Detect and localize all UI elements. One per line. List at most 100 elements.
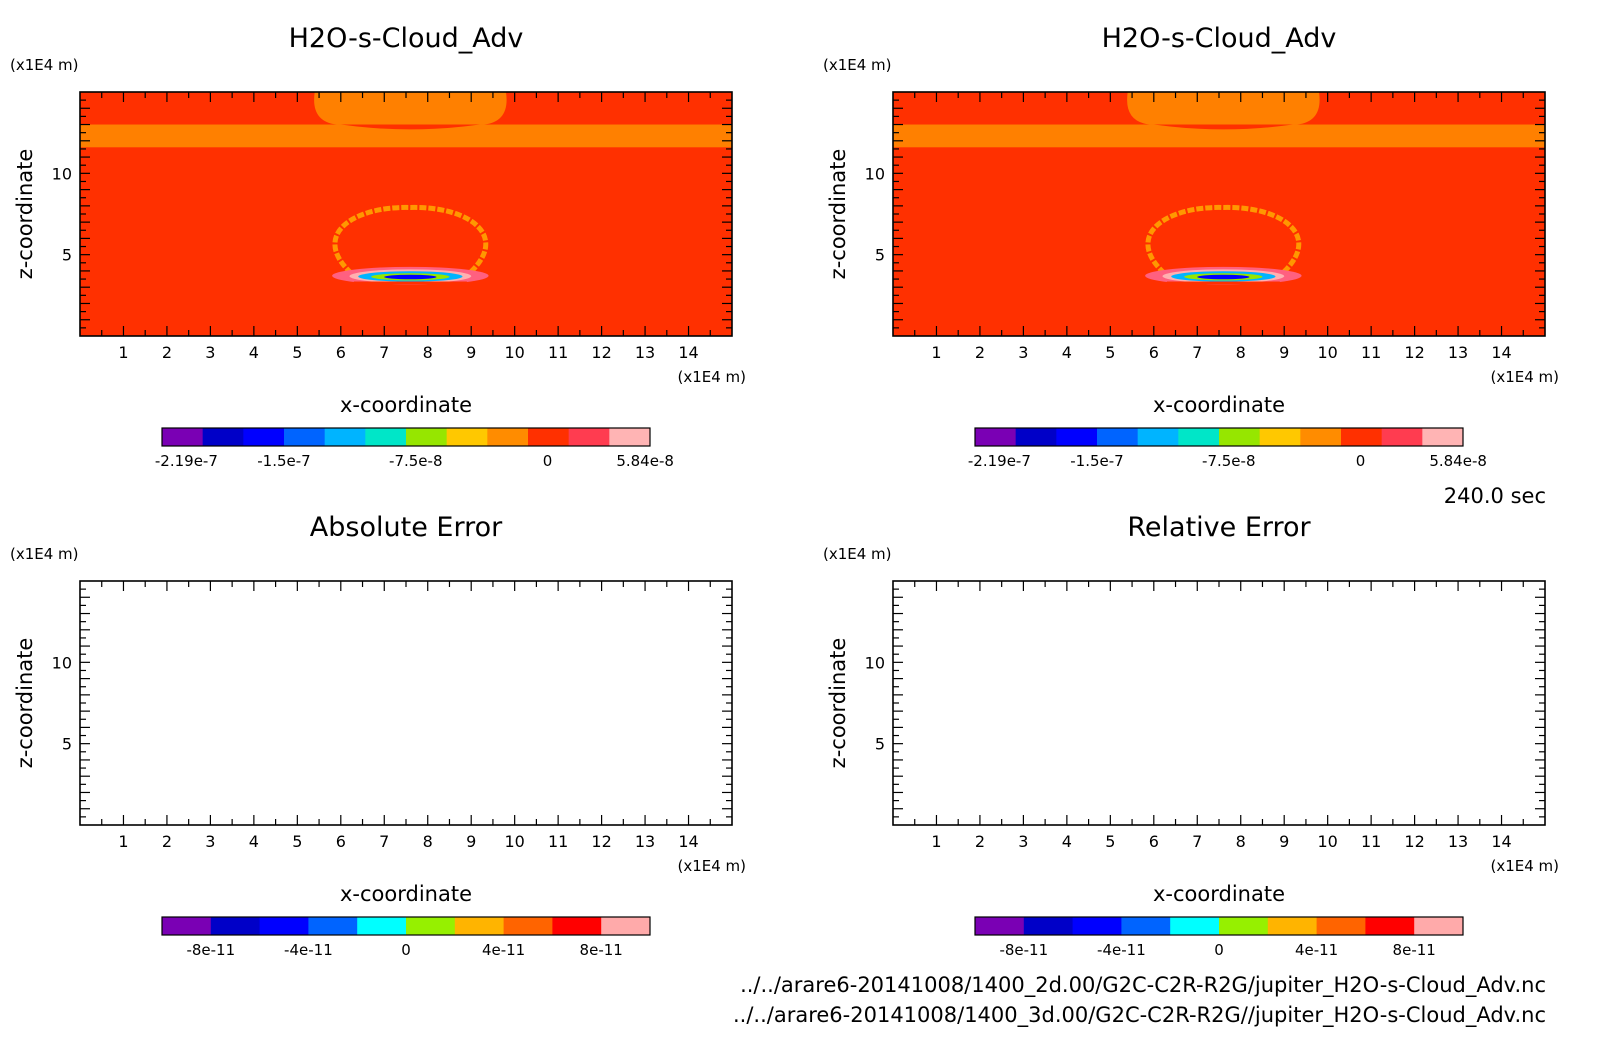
colorbar: -2.19e-7 -1.5e-7 -7.5e-8 0 5.84e-8 xyxy=(155,427,674,470)
colorbar-swatch xyxy=(357,917,407,935)
cloud-band-dip xyxy=(340,124,480,130)
colorbar-swatch xyxy=(1259,428,1301,446)
colorbar-label: 0 xyxy=(1356,452,1366,470)
y-unit-label: (x1E4 m) xyxy=(10,56,79,74)
contour-ring xyxy=(332,204,489,282)
colorbar-label: 5.84e-8 xyxy=(1429,452,1487,470)
colorbar-swatch xyxy=(1267,917,1318,935)
y-axis-label: z-coordinate xyxy=(13,149,37,280)
x-tick-label: 3 xyxy=(1018,343,1028,362)
x-tick-label: 5 xyxy=(292,832,302,851)
colorbar: -8e-11 -4e-11 0 4e-11 8e-11 xyxy=(974,916,1464,959)
colorbar: -8e-11 -4e-11 0 4e-11 8e-11 xyxy=(161,916,651,959)
x-tick-label: 1 xyxy=(931,832,941,851)
y-axis: 5 10 z-coordinate xyxy=(13,588,732,818)
colorbar-swatch xyxy=(365,428,407,446)
colorbar-swatch xyxy=(1422,428,1464,446)
y-tick-label: 10 xyxy=(52,653,72,672)
cloud-dome xyxy=(314,92,507,125)
x-tick-label: 10 xyxy=(1317,343,1337,362)
x-tick-label: 8 xyxy=(423,832,433,851)
colorbar-swatch xyxy=(568,428,610,446)
x-tick-label: 2 xyxy=(975,832,985,851)
x-tick-label: 4 xyxy=(249,343,259,362)
y-unit-label: (x1E4 m) xyxy=(823,56,892,74)
x-tick-label: 14 xyxy=(678,343,698,362)
y-axis-label: z-coordinate xyxy=(826,638,850,769)
colorbar-label: -4e-11 xyxy=(284,941,333,959)
colorbar-label: 8e-11 xyxy=(580,941,623,959)
plot-frame xyxy=(892,580,1546,826)
x-tick-label: 6 xyxy=(336,343,346,362)
x-unit-label: (x1E4 m) xyxy=(677,857,746,875)
colorbar-label: -4e-11 xyxy=(1097,941,1146,959)
y-axis-label: z-coordinate xyxy=(826,149,850,280)
x-tick-label: 7 xyxy=(379,832,389,851)
x-tick-label: 1 xyxy=(118,343,128,362)
colorbar-swatch xyxy=(162,428,204,446)
cloud-band xyxy=(80,124,732,148)
x-tick-label: 13 xyxy=(1448,832,1468,851)
x-tick-label: 9 xyxy=(1279,832,1289,851)
colorbar-swatch xyxy=(552,917,602,935)
colorbar-swatch xyxy=(210,917,261,935)
x-tick-label: 14 xyxy=(678,832,698,851)
colorbar-swatch xyxy=(162,917,212,935)
y-tick-label: 5 xyxy=(875,735,885,754)
x-tick-label: 11 xyxy=(548,343,568,362)
anomaly-base xyxy=(353,281,467,285)
chart-panel-4: Relative Error(x1E4 m)1 2 3 4 5 6 7 8 9 10 11 12 13 1… xyxy=(823,512,1559,959)
colorbar-swatch xyxy=(308,917,358,935)
y-tick-label: 5 xyxy=(62,246,72,265)
y-tick-label: 5 xyxy=(875,246,885,265)
x-tick-label: 10 xyxy=(504,832,524,851)
x-axis-label: x-coordinate xyxy=(340,882,472,906)
colorbar-swatch xyxy=(259,917,309,935)
x-tick-label: 14 xyxy=(1491,832,1511,851)
colorbar-swatch xyxy=(1170,917,1220,935)
colorbar-swatch xyxy=(446,428,488,446)
colorbar-swatch xyxy=(1365,917,1415,935)
x-unit-label: (x1E4 m) xyxy=(677,368,746,386)
chart-title: H2O-s-Cloud_Adv xyxy=(1102,23,1337,54)
colorbar-swatch xyxy=(1072,917,1122,935)
x-tick-label: 9 xyxy=(466,832,476,851)
colorbar-label: 0 xyxy=(543,452,553,470)
y-tick-label: 10 xyxy=(52,164,72,183)
colorbar-swatch xyxy=(406,917,456,935)
colorbar-swatch xyxy=(1178,428,1220,446)
colorbar-swatch xyxy=(1414,917,1464,935)
x-tick-label: 8 xyxy=(1236,832,1246,851)
colorbar-swatch xyxy=(1015,428,1057,446)
colorbar-swatch xyxy=(1137,428,1179,446)
x-axis: 1 2 3 4 5 6 7 8 9 10 11 12 13 14(x1E4 m)x-coordinate xyxy=(914,581,1559,906)
anomaly-base xyxy=(1166,281,1280,285)
x-axis: 1 2 3 4 5 6 7 8 9 10 11 12 13 14(x1E4 m)x-coordinate xyxy=(101,581,746,906)
x-tick-label: 5 xyxy=(1105,832,1115,851)
x-unit-label: (x1E4 m) xyxy=(1490,857,1559,875)
colorbar-swatch xyxy=(1219,917,1269,935)
colorbar-label: -8e-11 xyxy=(999,941,1048,959)
cloud-dome xyxy=(1127,92,1320,125)
x-tick-label: 10 xyxy=(1317,832,1337,851)
colorbar-swatch xyxy=(1381,428,1423,446)
x-tick-label: 9 xyxy=(1279,343,1289,362)
colorbar-swatch xyxy=(243,428,285,446)
cloud-band xyxy=(893,124,1545,148)
colorbar-label: -1.5e-7 xyxy=(257,452,310,470)
x-axis: 1 2 3 4 5 6 7 8 9 10 11 12 13 14(x1E4 m)x-coordinate xyxy=(101,92,746,417)
x-tick-label: 5 xyxy=(292,343,302,362)
y-tick-label: 10 xyxy=(865,164,885,183)
x-tick-label: 2 xyxy=(162,343,172,362)
colorbar-label: -7.5e-8 xyxy=(389,452,442,470)
colorbar-swatch xyxy=(503,917,553,935)
colorbar-swatch xyxy=(609,428,651,446)
x-tick-label: 2 xyxy=(162,832,172,851)
x-tick-label: 4 xyxy=(1062,832,1072,851)
x-tick-label: 12 xyxy=(1404,343,1424,362)
colorbar-swatch xyxy=(202,428,244,446)
x-tick-label: 3 xyxy=(205,832,215,851)
x-tick-label: 2 xyxy=(975,343,985,362)
x-tick-label: 8 xyxy=(423,343,433,362)
y-axis-label: z-coordinate xyxy=(13,638,37,769)
